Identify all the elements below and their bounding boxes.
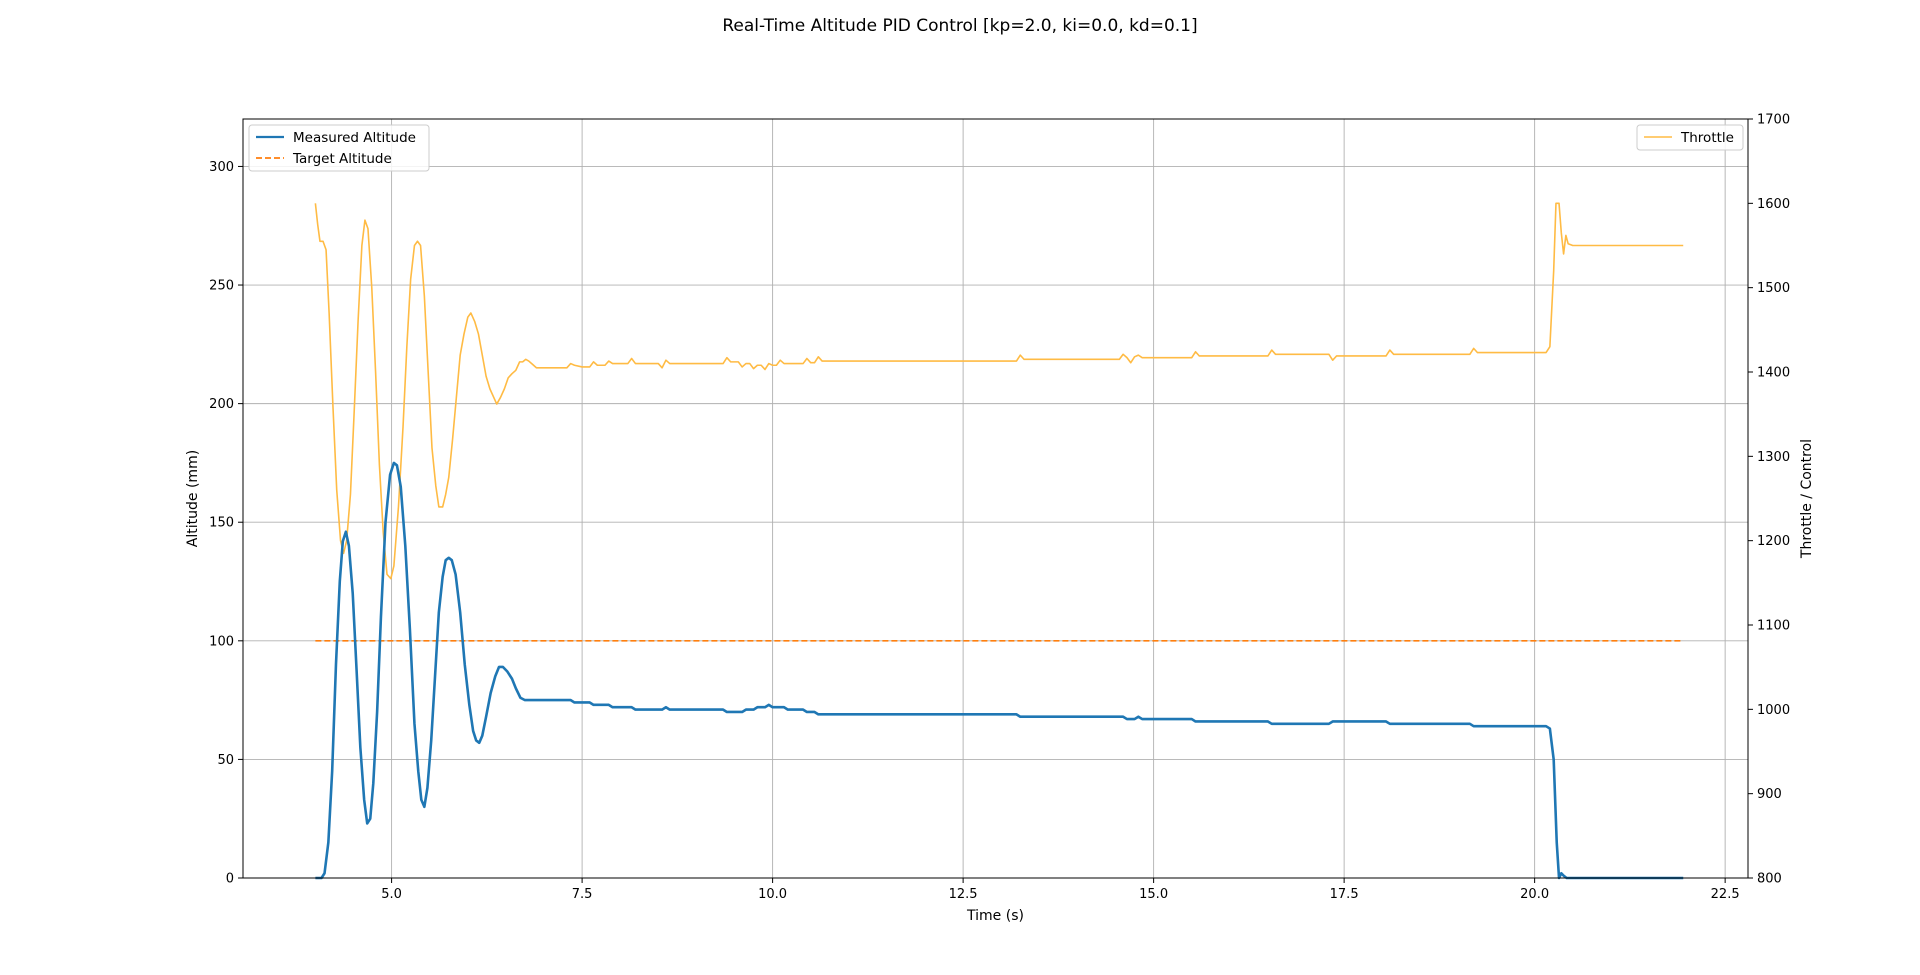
x-tick-label: 12.5	[949, 887, 978, 902]
series-line-measured-altitude	[315, 461, 1684, 880]
y-axis-left: 0 50 100 150 200 250 300	[209, 160, 243, 887]
x-tick-label: 15.0	[1139, 887, 1168, 902]
legend-left-box	[248, 124, 430, 172]
plot-frame	[242, 118, 1749, 879]
y-tick-label: 150	[209, 516, 234, 531]
y2-axis-label: Throttle / Control	[1799, 439, 1815, 559]
y2-tick-label: 1100	[1757, 619, 1790, 634]
y2-tick-label: 1400	[1757, 366, 1790, 381]
y-tick-label: 0	[226, 872, 234, 887]
y2-tick-label: 1700	[1757, 113, 1790, 128]
x-tick-label: 10.0	[758, 887, 787, 902]
legend-label-measured-altitude: Measured Altitude	[293, 130, 416, 146]
y2-tick-label: 1600	[1757, 197, 1790, 212]
y2-tick-label: 1300	[1757, 450, 1790, 465]
y2-tick-label: 1200	[1757, 534, 1790, 549]
y-tick-label: 200	[209, 397, 234, 412]
legend-label-target-altitude: Target Altitude	[292, 151, 392, 167]
legend-left: Measured Altitude Target Altitude	[248, 124, 430, 172]
legend-label-throttle: Throttle	[1680, 130, 1734, 146]
x-tick-label: 20.0	[1520, 887, 1549, 902]
x-tick-label: 22.5	[1711, 887, 1740, 902]
legend-right: Throttle	[1636, 124, 1744, 151]
y-axis-label: Altitude (mm)	[185, 450, 201, 547]
x-tick-label: 17.5	[1330, 887, 1359, 902]
y-tick-label: 300	[209, 160, 234, 175]
y-tick-label: 100	[209, 634, 234, 649]
x-tick-label: 7.5	[572, 887, 593, 902]
y-tick-label: 250	[209, 279, 234, 294]
x-axis-label: Time (s)	[966, 908, 1024, 924]
x-axis: 5.0 7.5 10.0 12.5 15.0 17.5 20.0 22.5	[381, 878, 1740, 902]
y2-tick-label: 1000	[1757, 703, 1790, 718]
x-tick-label: 5.0	[381, 887, 402, 902]
chart-title: Real-Time Altitude PID Control [kp=2.0, …	[722, 16, 1197, 36]
y-tick-label: 50	[217, 753, 234, 768]
y-axis-right: 800 900 1000 1100 1200 1300 1400 1500 1600 1700	[1748, 113, 1790, 887]
legend-right-box	[1636, 124, 1744, 151]
series-layer	[314, 202, 1684, 880]
y2-tick-label: 800	[1757, 872, 1782, 887]
y2-tick-label: 900	[1757, 787, 1782, 802]
y2-tick-label: 1500	[1757, 281, 1790, 296]
